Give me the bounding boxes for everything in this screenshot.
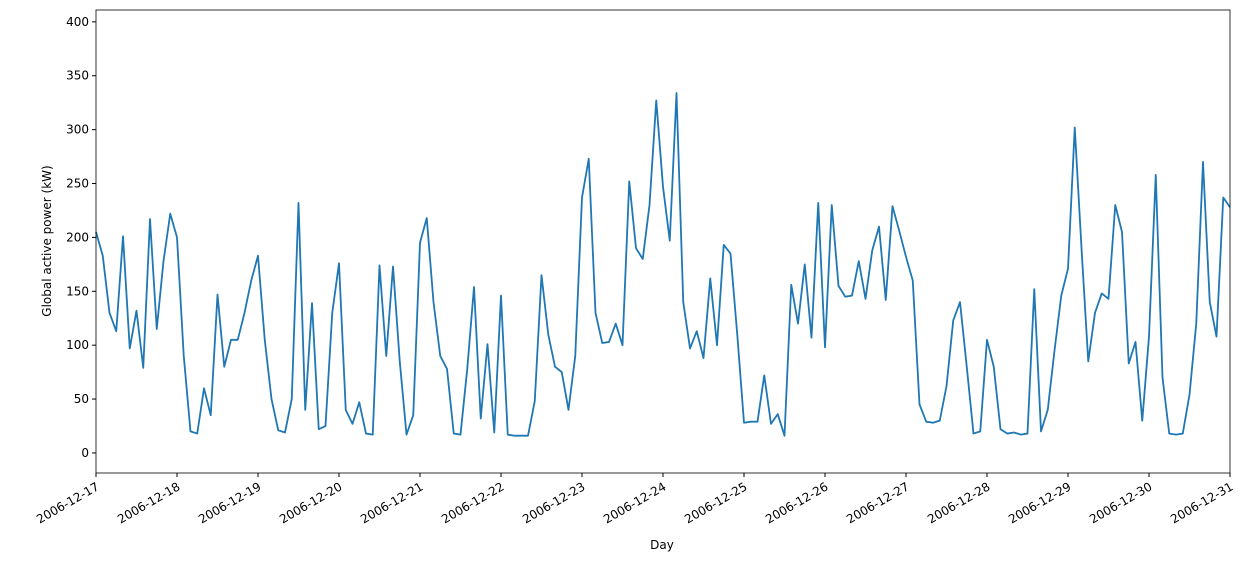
- x-tick-label: 2006-12-31: [1168, 479, 1235, 526]
- y-tick-label: 200: [66, 230, 89, 244]
- y-tick-label: 150: [66, 284, 89, 298]
- x-tick-label: 2006-12-17: [34, 479, 101, 526]
- x-tick-label: 2006-12-23: [520, 479, 587, 526]
- y-tick-label: 400: [66, 15, 89, 29]
- x-tick-label: 2006-12-21: [358, 479, 425, 526]
- x-tick-label: 2006-12-25: [682, 479, 749, 526]
- x-tick-label: 2006-12-26: [763, 479, 830, 526]
- x-axis-label: Day: [650, 538, 674, 552]
- x-tick-label: 2006-12-28: [925, 479, 992, 526]
- y-tick-label: 100: [66, 338, 89, 352]
- y-tick-label: 300: [66, 123, 89, 137]
- y-tick-label: 250: [66, 177, 89, 191]
- line: [95, 92, 1231, 437]
- x-tick-label: 2006-12-29: [1006, 479, 1073, 526]
- x-tick-label: 2006-12-19: [196, 479, 263, 526]
- y-axis-label: Global active power (kW): [40, 165, 54, 316]
- x-tick-label: 2006-12-30: [1087, 479, 1154, 526]
- x-tick-label: 2006-12-22: [439, 479, 506, 526]
- y-tick-label: 350: [66, 69, 89, 83]
- y-tick-label: 0: [81, 446, 89, 460]
- x-tick-label: 2006-12-27: [844, 479, 911, 526]
- x-tick-label: 2006-12-20: [277, 479, 344, 526]
- x-tick-label: 2006-12-24: [601, 479, 668, 526]
- x-tick-label: 2006-12-18: [115, 479, 182, 526]
- plot-frame: [95, 9, 1231, 474]
- y-tick-label: 50: [74, 392, 89, 406]
